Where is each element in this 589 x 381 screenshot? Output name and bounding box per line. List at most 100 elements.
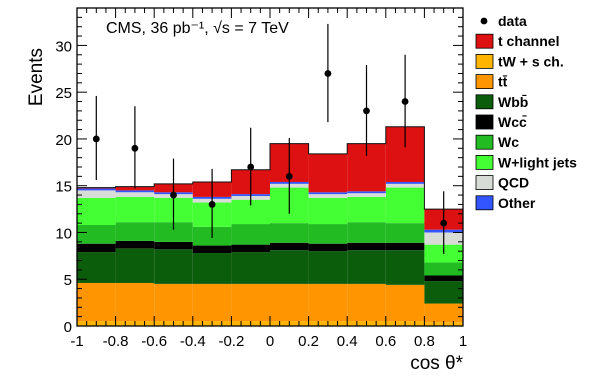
x-tick-label: 0.4 (337, 333, 358, 350)
bar-segment (270, 223, 309, 243)
legend-swatch (475, 94, 494, 110)
bar-segment (424, 275, 463, 282)
bar-segment (347, 191, 386, 194)
y-tick-label: 30 (55, 38, 72, 55)
legend-swatch (475, 114, 494, 130)
bar-segment (77, 282, 116, 322)
bar-segment (77, 188, 116, 191)
y-tick-label: 15 (55, 179, 72, 196)
y-tick-label: 25 (55, 85, 72, 102)
y-tick-label: 10 (55, 225, 72, 242)
x-tick-label: -0.8 (103, 333, 129, 350)
stacked-histogram (76, 126, 464, 326)
bar-segment (192, 283, 232, 322)
bar-segment (347, 242, 386, 251)
bar-segment (308, 153, 348, 193)
data-point (324, 70, 332, 77)
bar-segment (77, 243, 116, 253)
bar-segment (308, 283, 348, 322)
y-axis-title: Events (26, 48, 47, 106)
bar-segment (424, 303, 463, 323)
bar-segment (231, 283, 270, 322)
legend-label: Wc (498, 134, 519, 150)
bar-segment (115, 222, 155, 241)
x-tick-label: -0.6 (141, 333, 167, 350)
data-point (285, 172, 293, 180)
bar-segment (115, 282, 155, 322)
bar-segment (347, 250, 386, 284)
bar-segment (424, 281, 463, 304)
bar-segment (308, 251, 348, 284)
legend-label: t channel (498, 33, 559, 49)
bar-segment (347, 283, 386, 322)
bar-segment (154, 283, 193, 322)
legend-label: tW + s ch. (498, 53, 564, 69)
x-tick-label: -0.2 (218, 333, 244, 350)
legend-marker (480, 17, 488, 25)
bar-segment (115, 248, 155, 283)
x-axis-title: cos θ* (410, 353, 463, 374)
bar-segment (308, 197, 348, 225)
legend-swatch (475, 175, 494, 191)
x-tick-label: -0.4 (180, 333, 206, 350)
bar-segment (385, 187, 425, 224)
legend: data t channel tW + s ch. tt̄ Wbb̄ Wcc̄ Wc W+li… (475, 13, 577, 211)
bar-segment (77, 224, 116, 244)
bar-segment (385, 183, 425, 188)
legend-label: Other (498, 195, 536, 211)
x-tick-label: 0.2 (298, 333, 319, 350)
data-point (92, 135, 100, 143)
legend-label: QCD (498, 175, 529, 191)
bar-segment (385, 242, 425, 251)
bar-segment (192, 253, 232, 284)
bar-segment (347, 222, 386, 243)
data-point (440, 219, 448, 227)
bar-segment (77, 197, 116, 225)
bar-segment (77, 252, 116, 283)
legend-label: tt̄ (498, 73, 508, 89)
bar-segment (192, 245, 232, 254)
bar-segment (347, 193, 386, 197)
bar-segment (115, 190, 155, 193)
bar-segment (308, 194, 348, 198)
bar-segment (115, 192, 155, 197)
legend-swatch (475, 134, 494, 150)
data-point (208, 201, 216, 208)
bar-segment (424, 262, 463, 276)
x-tick-label: 0.6 (375, 333, 396, 350)
y-tick-label: 0 (64, 319, 72, 336)
bar-segment (115, 196, 155, 223)
bar-segment (154, 241, 193, 250)
bar-segment (231, 244, 270, 253)
legend-label: W+light jets (498, 154, 577, 170)
bar-segment (270, 283, 309, 322)
legend-swatch (475, 33, 494, 49)
data-point (131, 144, 139, 152)
bar-segment (154, 222, 193, 242)
data-point (363, 107, 370, 115)
bar-segment (385, 223, 425, 243)
y-tick-label: 20 (55, 132, 72, 149)
data-point (170, 191, 177, 199)
x-tick-label: 0.8 (414, 333, 435, 350)
bar-segment (308, 224, 348, 244)
bar-segment (115, 240, 155, 249)
data-point (247, 163, 255, 171)
bar-segment (231, 252, 270, 284)
bar-segment (308, 243, 348, 252)
bar-segment (308, 192, 348, 195)
data-points (92, 23, 448, 254)
bar-segment (270, 242, 309, 251)
bar-segment (77, 190, 116, 198)
legend-swatch (475, 154, 494, 170)
bar-segment (270, 250, 309, 284)
y-tick-label: 5 (64, 272, 72, 289)
legend-swatch (475, 74, 494, 89)
legend-label: Wbb̄ (498, 93, 528, 110)
bar-segment (385, 181, 425, 184)
legend-swatch (475, 195, 494, 211)
bar-segment (347, 196, 386, 223)
x-tick-label: 1 (459, 333, 467, 350)
bar-segment (231, 224, 270, 245)
